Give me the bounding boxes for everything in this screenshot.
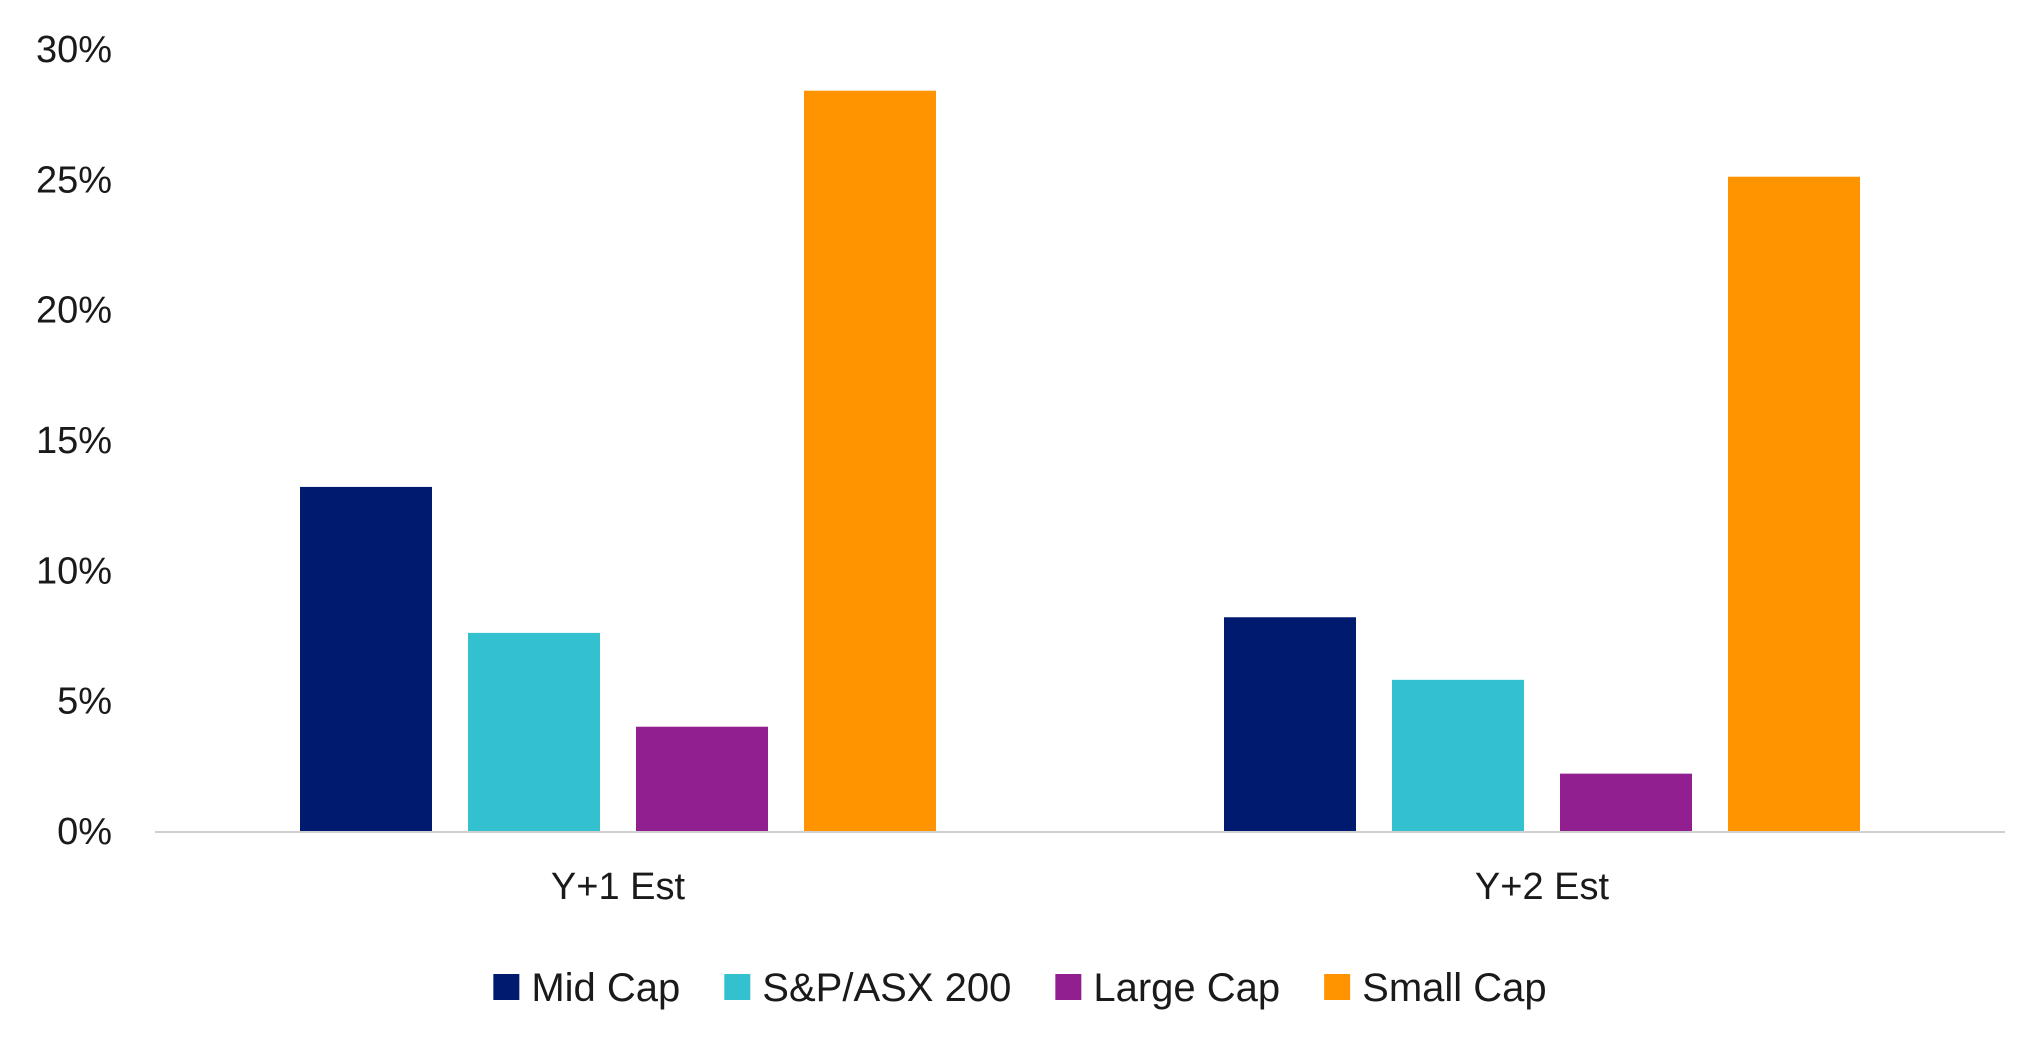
- legend-item: Large Cap: [1055, 966, 1280, 1010]
- y-tick-label: 25%: [36, 159, 112, 201]
- legend-swatch: [1055, 974, 1082, 1000]
- legend-swatch: [1324, 974, 1351, 1000]
- x-axis: Y+1 Est Y+2 Est: [551, 866, 1610, 908]
- bar-s-p-asx-200-2: [1392, 679, 1524, 831]
- legend-label: S&P/ASX 200: [762, 966, 1011, 1010]
- bars: [300, 90, 1860, 831]
- y-tick-label: 30%: [36, 29, 112, 71]
- y-tick-label: 10%: [36, 550, 112, 592]
- y-tick-label: 20%: [36, 290, 112, 332]
- y-tick-label: 15%: [36, 420, 112, 462]
- legend-item: Mid Cap: [493, 966, 680, 1010]
- legend-item: S&P/ASX 200: [724, 966, 1011, 1010]
- y-axis: 0% 5% 10% 15% 20% 25% 30%: [36, 29, 112, 853]
- x-tick-label: Y+1 Est: [551, 866, 686, 908]
- bar-mid-cap-1: [300, 486, 432, 831]
- bar-mid-cap-2: [1224, 617, 1356, 831]
- bar-small-cap-2: [1728, 176, 1860, 831]
- x-tick-label: Y+2 Est: [1475, 866, 1610, 908]
- legend-item: Small Cap: [1324, 966, 1547, 1010]
- y-tick-label: 0%: [57, 811, 112, 853]
- bar-large-cap-2: [1560, 773, 1692, 831]
- bar-s-p-asx-200-1: [468, 632, 600, 831]
- bar-large-cap-1: [636, 726, 768, 831]
- legend-swatch: [493, 974, 520, 1000]
- bar-small-cap-1: [804, 90, 936, 831]
- legend-label: Large Cap: [1093, 966, 1280, 1010]
- legend-label: Mid Cap: [531, 966, 680, 1010]
- legend-label: Small Cap: [1362, 966, 1547, 1010]
- y-tick-label: 5%: [57, 681, 112, 723]
- legend: Mid Cap S&P/ASX 200 Large Cap Small Cap: [493, 966, 1547, 1010]
- legend-swatch: [724, 974, 751, 1000]
